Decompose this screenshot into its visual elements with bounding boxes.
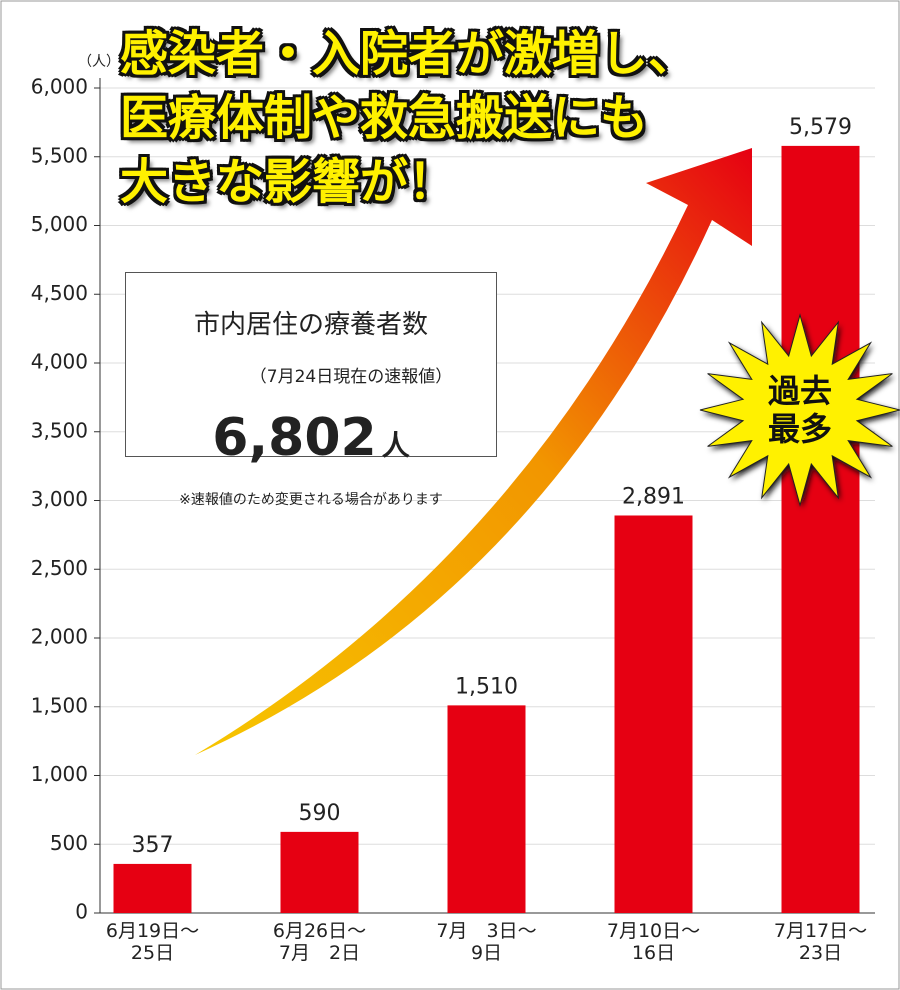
y-axis-label: （人） — [78, 54, 120, 70]
info-note: ※速報値のため変更される場合があります — [179, 492, 443, 508]
info-total: 6,802 — [212, 408, 377, 468]
bar — [781, 145, 860, 913]
badge-text: 過去 最多 — [767, 372, 832, 448]
info-total-row: 6,802 人 — [126, 408, 496, 468]
y-tick-label: 4,000 — [31, 350, 88, 374]
y-tick-label: 2,500 — [31, 556, 88, 580]
y-tick-label: 5,500 — [31, 143, 88, 167]
chart-title: 感染者・入院者が激増し、 医療体制や救急搬送にも 大きな影響が！ — [120, 26, 697, 210]
y-tick-label: 6,000 — [31, 75, 88, 99]
y-tick-label: 1,500 — [31, 693, 88, 717]
bar — [280, 831, 359, 913]
value-label: 357 — [132, 833, 174, 858]
value-label: 1,510 — [455, 674, 518, 699]
x-tick-label: 6月26日～ 7月 2日 — [272, 920, 367, 964]
info-heading: 市内居住の療養者数 — [193, 310, 428, 340]
arrow — [195, 148, 752, 755]
bar — [447, 705, 526, 913]
y-tick-label: 0 — [75, 900, 88, 924]
info-unit: 人 — [381, 429, 410, 462]
x-tick-label: 7月17日～ 23日 — [773, 920, 868, 964]
y-tick-label: 4,500 — [31, 281, 88, 305]
x-tick-label: 7月 3日～ 9日 — [436, 920, 537, 964]
info-box: 市内居住の療養者数 （7月24日現在の速報値） 6,802 人 ※速報値のため変… — [125, 272, 497, 508]
value-label: 2,891 — [622, 484, 685, 509]
info-subheading: （7月24日現在の速報値） — [249, 367, 453, 387]
y-tick-label: 3,000 — [31, 487, 88, 511]
bar — [113, 863, 192, 913]
value-label: 590 — [299, 801, 341, 826]
y-tick-label: 2,000 — [31, 625, 88, 649]
y-tick-label: 3,500 — [31, 418, 88, 442]
y-tick-label: 500 — [50, 831, 88, 855]
badge-star — [699, 313, 900, 507]
x-tick-label: 6月19日～ 25日 — [105, 920, 200, 964]
y-tick-label: 5,000 — [31, 212, 88, 236]
bar — [614, 515, 693, 913]
value-label: 5,579 — [789, 115, 852, 140]
x-tick-label: 7月10日～ 16日 — [606, 920, 701, 964]
y-tick-label: 1,000 — [31, 762, 88, 786]
